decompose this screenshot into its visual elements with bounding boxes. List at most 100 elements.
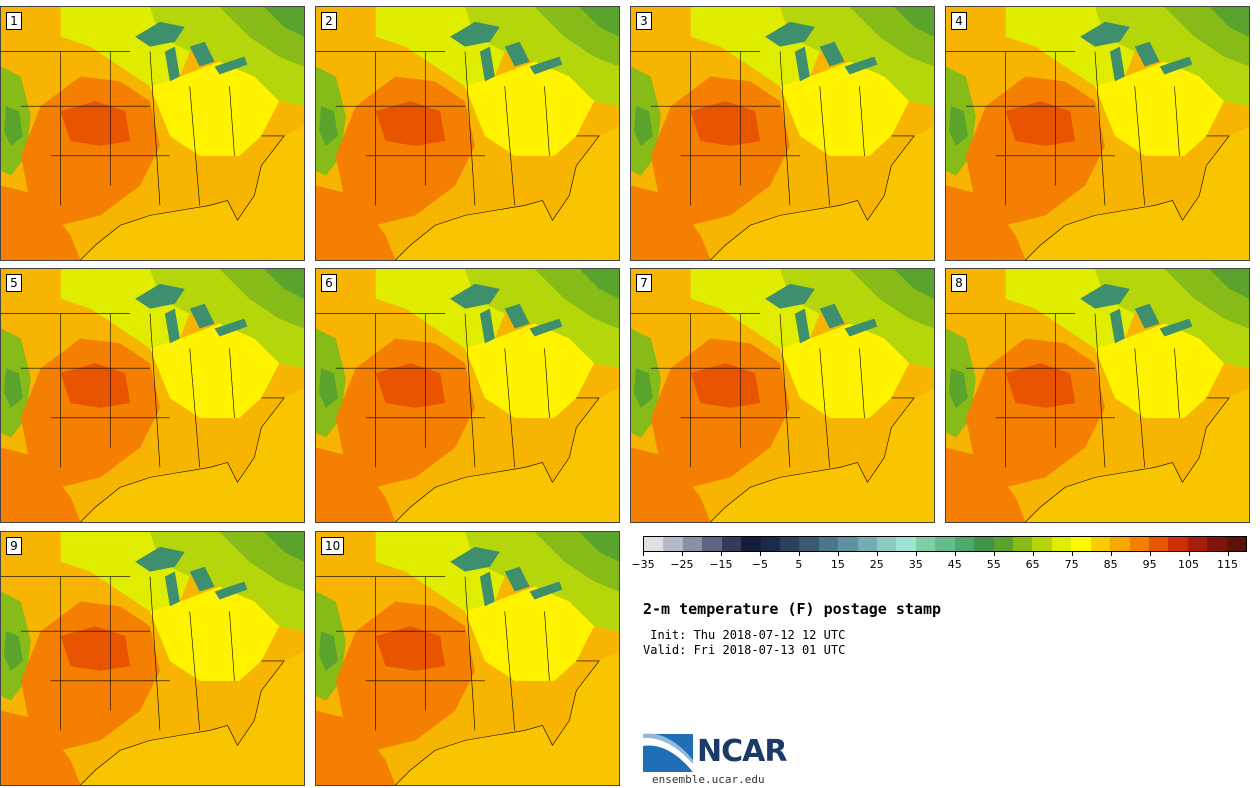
colorbar-segment bbox=[1168, 537, 1188, 551]
colorbar-tick-label: −35 bbox=[631, 558, 655, 571]
colorbar-tick-label: 105 bbox=[1178, 558, 1200, 571]
colorbar-tick bbox=[681, 552, 683, 556]
colorbar-tick bbox=[643, 552, 644, 556]
stamp-number: 4 bbox=[951, 12, 967, 30]
colorbar-tick bbox=[1032, 552, 1034, 556]
colorbar-segment bbox=[702, 537, 722, 551]
colorbar-tick-label: −5 bbox=[751, 558, 768, 571]
colorbar-tick-label: 85 bbox=[1103, 558, 1118, 571]
colorbar-segment bbox=[1032, 537, 1052, 551]
colorbar-segment bbox=[1051, 537, 1072, 551]
colorbar-tick bbox=[876, 552, 878, 556]
colorbar-segment bbox=[818, 537, 839, 551]
postage-stamp-map: 10 bbox=[315, 531, 620, 786]
postage-stamp-map: 6 bbox=[315, 268, 620, 523]
temperature-map bbox=[1, 532, 304, 785]
colorbar-tick-label: 75 bbox=[1064, 558, 1079, 571]
colorbar-segment bbox=[838, 537, 858, 551]
colorbar-segment bbox=[915, 537, 936, 551]
colorbar-tick bbox=[1110, 552, 1112, 556]
colorbar-tick bbox=[954, 552, 956, 556]
colorbar-segment bbox=[760, 537, 780, 551]
colorbar-strip bbox=[643, 536, 1247, 552]
postage-stamp-map: 3 bbox=[630, 6, 935, 261]
stamp-number: 8 bbox=[951, 274, 967, 292]
page-title: 2-m temperature (F) postage stamp bbox=[643, 600, 942, 618]
colorbar-tick-label: 25 bbox=[869, 558, 884, 571]
colorbar-segment bbox=[1207, 537, 1227, 551]
site-url: ensemble.ucar.edu bbox=[652, 773, 765, 786]
stamp-number: 9 bbox=[6, 537, 22, 555]
colorbar-tick bbox=[1071, 552, 1073, 556]
colorbar-segment bbox=[721, 537, 742, 551]
colorbar-tick-label: 115 bbox=[1217, 558, 1239, 571]
ncar-logo-text: NCAR bbox=[697, 734, 787, 769]
colorbar-segment bbox=[741, 537, 761, 551]
stamp-number: 6 bbox=[321, 274, 337, 292]
colorbar-tick-label: 65 bbox=[1025, 558, 1040, 571]
temperature-map bbox=[946, 7, 1249, 260]
colorbar-tick bbox=[759, 552, 761, 556]
colorbar-tick-label: 5 bbox=[795, 558, 803, 571]
ncar-logo-icon bbox=[643, 733, 693, 772]
valid-time: Valid: Fri 2018-07-13 01 UTC bbox=[643, 643, 846, 657]
colorbar-segment bbox=[682, 537, 703, 551]
colorbar-segment bbox=[954, 537, 975, 551]
stamp-number: 10 bbox=[321, 537, 345, 555]
colorbar-tick-label: 15 bbox=[830, 558, 845, 571]
colorbar-tick bbox=[993, 552, 995, 556]
temperature-map bbox=[316, 7, 619, 260]
stamp-number: 7 bbox=[636, 274, 652, 292]
colorbar-tick-label: −15 bbox=[709, 558, 733, 571]
postage-stamp-map: 4 bbox=[945, 6, 1250, 261]
colorbar-segment bbox=[896, 537, 916, 551]
colorbar-tick bbox=[1227, 552, 1229, 556]
postage-stamp-map: 1 bbox=[0, 6, 305, 261]
colorbar-tick-label: 35 bbox=[908, 558, 923, 571]
stamp-number: 1 bbox=[6, 12, 22, 30]
postage-stamp-map: 7 bbox=[630, 268, 935, 523]
colorbar-tick bbox=[1149, 552, 1151, 556]
colorbar-segment bbox=[644, 537, 664, 551]
colorbar-segment bbox=[1090, 537, 1111, 551]
colorbar-segment bbox=[663, 537, 683, 551]
colorbar-segment bbox=[1071, 537, 1091, 551]
colorbar-tick bbox=[798, 552, 800, 556]
colorbar-segment bbox=[799, 537, 819, 551]
colorbar-segment bbox=[857, 537, 878, 551]
colorbar-segment bbox=[1129, 537, 1149, 551]
temperature-map bbox=[316, 269, 619, 522]
colorbar-segment bbox=[1226, 537, 1247, 551]
colorbar-tick-label: −25 bbox=[670, 558, 694, 571]
postage-stamp-map: 2 bbox=[315, 6, 620, 261]
temperature-map bbox=[1, 7, 304, 260]
postage-stamp-map: 5 bbox=[0, 268, 305, 523]
colorbar-tick-label: 55 bbox=[986, 558, 1001, 571]
postage-stamp-map: 8 bbox=[945, 268, 1250, 523]
colorbar-tick-label: 45 bbox=[947, 558, 962, 571]
postage-stamp-map: 9 bbox=[0, 531, 305, 786]
colorbar-tick bbox=[837, 552, 839, 556]
colorbar-segment bbox=[1110, 537, 1130, 551]
colorbar-tick bbox=[1188, 552, 1190, 556]
stamp-number: 3 bbox=[636, 12, 652, 30]
colorbar-segment bbox=[1013, 537, 1033, 551]
temperature-map bbox=[316, 532, 619, 785]
colorbar-segment bbox=[779, 537, 800, 551]
colorbar-tick bbox=[915, 552, 917, 556]
colorbar-segment bbox=[993, 537, 1014, 551]
temperature-map bbox=[1, 269, 304, 522]
stamp-number: 5 bbox=[6, 274, 22, 292]
colorbar-segment bbox=[1148, 537, 1169, 551]
colorbar-tick bbox=[720, 552, 722, 556]
colorbar: −35 −25 −15 −5 5 15 25 35 45 55 65 75 85 95 105 115 bbox=[631, 536, 1247, 576]
temperature-map bbox=[946, 269, 1249, 522]
colorbar-segment bbox=[974, 537, 994, 551]
colorbar-tick-label: 95 bbox=[1142, 558, 1157, 571]
colorbar-segment bbox=[1187, 537, 1208, 551]
temperature-map bbox=[631, 269, 934, 522]
stamp-number: 2 bbox=[321, 12, 337, 30]
ncar-logo: NCAR bbox=[643, 730, 793, 774]
temperature-map bbox=[631, 7, 934, 260]
colorbar-segment bbox=[877, 537, 897, 551]
